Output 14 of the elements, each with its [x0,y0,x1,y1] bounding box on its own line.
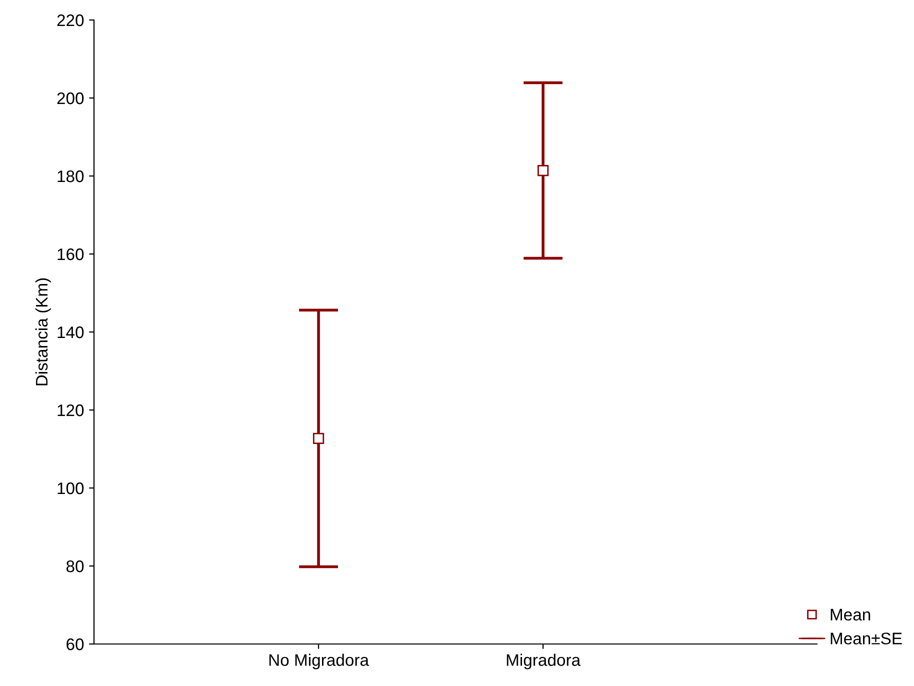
y-axis-title: Distancia (Km) [35,278,51,386]
y-tick-label: 120 [58,404,84,416]
text: Mean±SE [830,632,902,644]
y-tick-label: 80 [66,560,84,572]
x-tick-label: Migradora [506,654,581,670]
y-tick-label: 220 [57,14,84,26]
y-tick-label: 60 [66,638,84,650]
y-tick-label: 100 [58,482,84,494]
y-tick-label: 140 [58,326,84,338]
y-tick-label: 160 [58,248,84,260]
y-tick-label: 200 [57,92,84,104]
legend-label: Mean [830,608,870,621]
x-tick-label: No Migradora [269,654,370,670]
y-tick-label: 180 [58,170,84,182]
